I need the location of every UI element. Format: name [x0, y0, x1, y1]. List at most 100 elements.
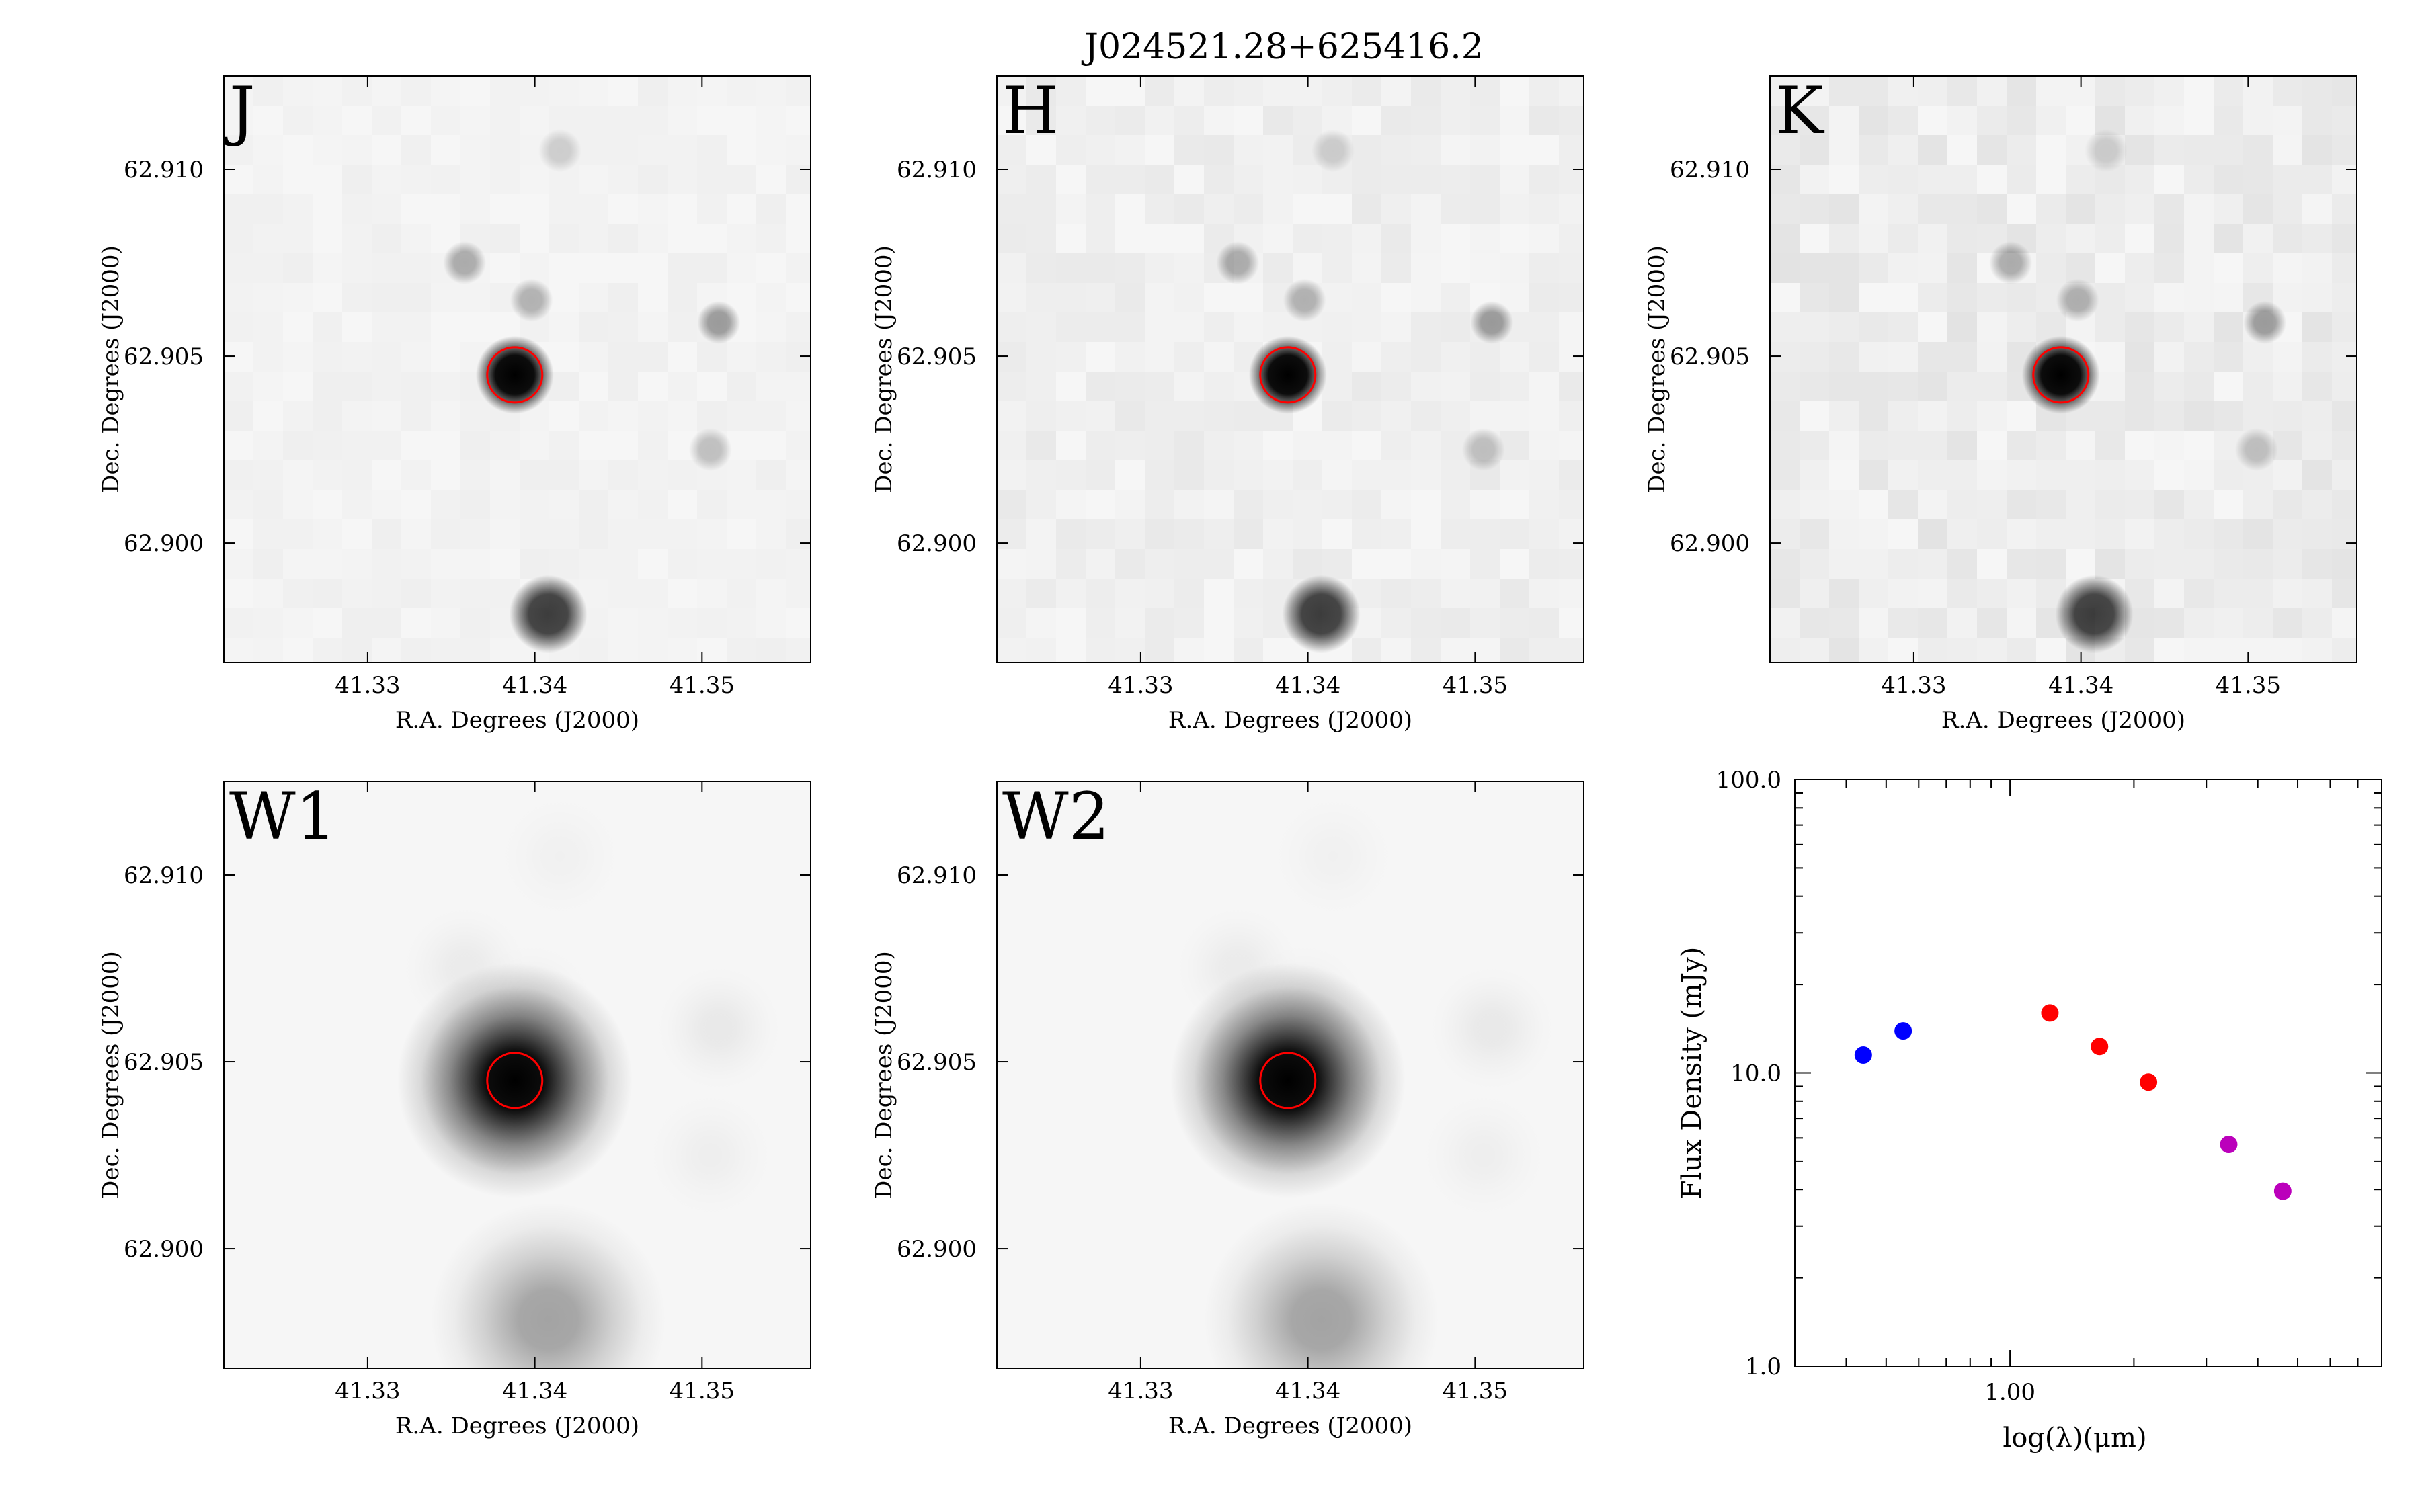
field-source [509, 575, 588, 653]
field-source [1268, 792, 1397, 921]
field-source [538, 129, 581, 173]
panel-frame [223, 781, 811, 1369]
x-axis-label: R.A. Degrees (J2000) [395, 1413, 639, 1439]
sed-point [1854, 1046, 1872, 1064]
field-source [1428, 964, 1556, 1092]
sed-y-tick-label: 10.0 [1730, 1060, 1781, 1087]
panel-frame [1769, 75, 2357, 663]
sed-point [1894, 1022, 1912, 1040]
sed-x-tick-label: 1.00 [1984, 1379, 2035, 1406]
field-source [688, 428, 732, 472]
sed-point [2273, 1182, 2292, 1200]
sed-y-axis-label: Flux Density (mJy) [1677, 947, 1707, 1200]
y-tick-label: 62.900 [897, 1236, 977, 1263]
target-aperture-circle [486, 346, 544, 404]
field-source [646, 1091, 774, 1220]
field-source [495, 792, 624, 921]
image-panel-w1: 41.33 41.34 41.35 62.910 62.905 62.900 R.A. De… [97, 779, 811, 1439]
x-tick-label: 41.34 [2048, 672, 2113, 699]
y-tick-label: 62.910 [897, 862, 977, 889]
sed-y-tick-label: 1.0 [1745, 1353, 1781, 1380]
x-tick-label: 41.33 [1881, 672, 1946, 699]
y-tick-label: 62.905 [124, 343, 204, 370]
field-source [430, 1202, 666, 1368]
field-source [443, 241, 487, 285]
y-tick-label: 62.910 [124, 157, 204, 183]
band-label: W1 [229, 779, 337, 854]
field-source [655, 964, 783, 1092]
sed-chart: 1.0 10.0 100.0 1.00 log(λ)(μm) Flux Density (… [1677, 767, 2382, 1454]
y-axis-label: Dec. Degrees (J2000) [97, 245, 124, 493]
y-tick-label: 62.910 [897, 157, 977, 183]
x-tick-label: 41.35 [1443, 1378, 1508, 1404]
field-source [1470, 300, 1514, 344]
panel-frame [996, 75, 1584, 663]
y-tick-label: 62.900 [897, 530, 977, 557]
y-tick-label: 62.910 [1670, 157, 1750, 183]
sed-x-axis-label: log(λ)(μm) [2003, 1423, 2146, 1454]
y-axis-label: Dec. Degrees (J2000) [1644, 245, 1670, 493]
x-tick-label: 41.34 [1275, 1378, 1340, 1404]
field-source [1203, 1202, 1439, 1368]
band-label: K [1775, 73, 1825, 149]
x-tick-label: 41.33 [1108, 1378, 1173, 1404]
y-tick-label: 62.905 [1670, 343, 1750, 370]
band-label: H [1002, 73, 1059, 149]
x-tick-label: 41.35 [1443, 672, 1508, 699]
sky-image [1770, 76, 2357, 663]
sed-frame [1794, 779, 2382, 1367]
field-source [1311, 129, 1355, 173]
y-tick-label: 62.905 [897, 343, 977, 370]
y-tick-label: 62.910 [124, 862, 204, 889]
sed-y-tick-label: 100.0 [1716, 767, 1781, 794]
y-tick-label: 62.900 [124, 1236, 204, 1263]
image-panel-h: 41.33 41.34 41.35 62.910 62.905 62.900 R.A. De… [871, 73, 1584, 734]
image-panel-w2: 41.33 41.34 41.35 62.910 62.905 62.900 R.A. De… [871, 779, 1584, 1439]
field-source [510, 278, 553, 322]
x-axis-label: R.A. Degrees (J2000) [395, 707, 639, 734]
y-tick-label: 62.900 [1670, 530, 1750, 557]
y-axis-label: Dec. Degrees (J2000) [871, 951, 897, 1199]
x-tick-label: 41.34 [1275, 672, 1340, 699]
panel-frame [996, 781, 1584, 1369]
sky-image [997, 76, 1584, 663]
x-tick-label: 41.33 [335, 672, 400, 699]
field-source [1216, 241, 1260, 285]
target-aperture-circle [2032, 346, 2090, 404]
x-tick-label: 41.35 [670, 672, 735, 699]
field-source [1989, 241, 2033, 285]
x-tick-label: 41.34 [502, 672, 567, 699]
field-source [697, 300, 741, 344]
field-source [1419, 1091, 1547, 1220]
field-source [467, 941, 596, 1070]
field-source [2084, 129, 2128, 173]
x-tick-label: 41.35 [670, 1378, 735, 1404]
sky-image [224, 76, 811, 663]
field-source [1240, 941, 1369, 1070]
field-source [2055, 575, 2134, 653]
field-source [1282, 575, 1361, 653]
sed-point [2041, 1004, 2059, 1022]
sky-image [997, 782, 1584, 1368]
x-axis-label: R.A. Degrees (J2000) [1168, 1413, 1412, 1439]
panel-frame [223, 75, 811, 663]
y-tick-label: 62.900 [124, 530, 204, 557]
y-tick-label: 62.905 [124, 1049, 204, 1076]
image-panel-j: 41.33 41.34 41.35 62.910 62.905 62.900 R.A. De… [97, 73, 811, 734]
x-tick-label: 41.34 [502, 1378, 567, 1404]
image-panels: 41.33 41.34 41.35 62.910 62.905 62.900 R.A. De… [97, 73, 2357, 1439]
x-axis-label: R.A. Degrees (J2000) [1168, 707, 1412, 734]
field-source [1461, 428, 1505, 472]
field-source [1283, 278, 1326, 322]
sky-image [224, 782, 811, 1368]
x-tick-label: 41.33 [1108, 672, 1173, 699]
figure-title: J024521.28+625416.2 [1081, 27, 1484, 67]
field-source [2234, 428, 2278, 472]
target-aperture-circle [1259, 346, 1317, 404]
image-panel-k: 41.33 41.34 41.35 62.910 62.905 62.900 R.A. De… [1644, 73, 2357, 734]
x-tick-label: 41.33 [335, 1378, 400, 1404]
sed-point [2091, 1038, 2109, 1056]
sed-point [2220, 1136, 2238, 1154]
y-axis-label: Dec. Degrees (J2000) [97, 951, 124, 1199]
